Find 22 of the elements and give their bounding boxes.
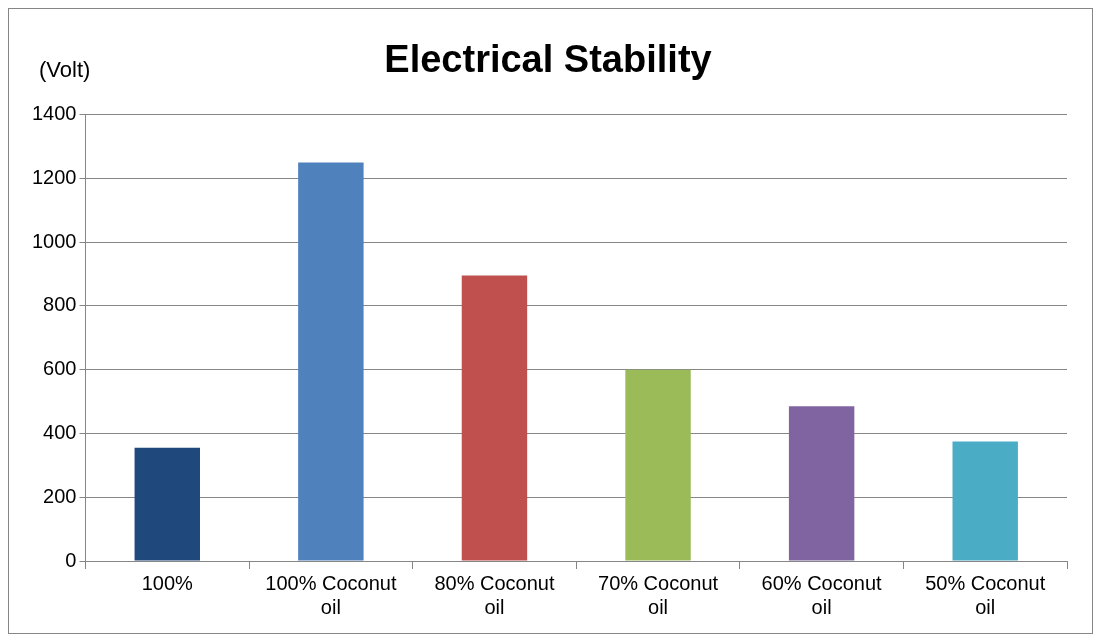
y-tick-label: 200 — [43, 484, 77, 507]
y-axis-title: (Volt) — [39, 57, 91, 83]
y-tick-label: 0 — [65, 548, 77, 571]
bar — [952, 441, 1018, 561]
x-tick-label: 60% Coconut oil — [761, 571, 883, 618]
bar — [788, 406, 855, 561]
x-tick-label: 70% Coconut oil — [598, 571, 719, 618]
x-tick-label: 80% Coconut oil — [434, 571, 555, 618]
bar — [461, 275, 528, 561]
x-tick-label: 50% Coconut oil — [925, 571, 1046, 618]
y-tick-label: 800 — [43, 293, 77, 316]
y-tick-label: 400 — [43, 420, 77, 443]
y-tick-label: 600 — [43, 357, 77, 380]
bar — [134, 447, 200, 561]
x-tick-label: 100% Coconut oil — [265, 571, 397, 618]
y-tick-label: 1000 — [31, 229, 77, 252]
bar — [625, 369, 691, 561]
x-tick-label: 100% — [141, 571, 194, 594]
y-tick-label: 1400 — [31, 102, 77, 125]
y-tick-label: 1200 — [31, 165, 77, 188]
chart-title: Electrical Stability — [384, 38, 712, 81]
bar — [298, 162, 364, 561]
